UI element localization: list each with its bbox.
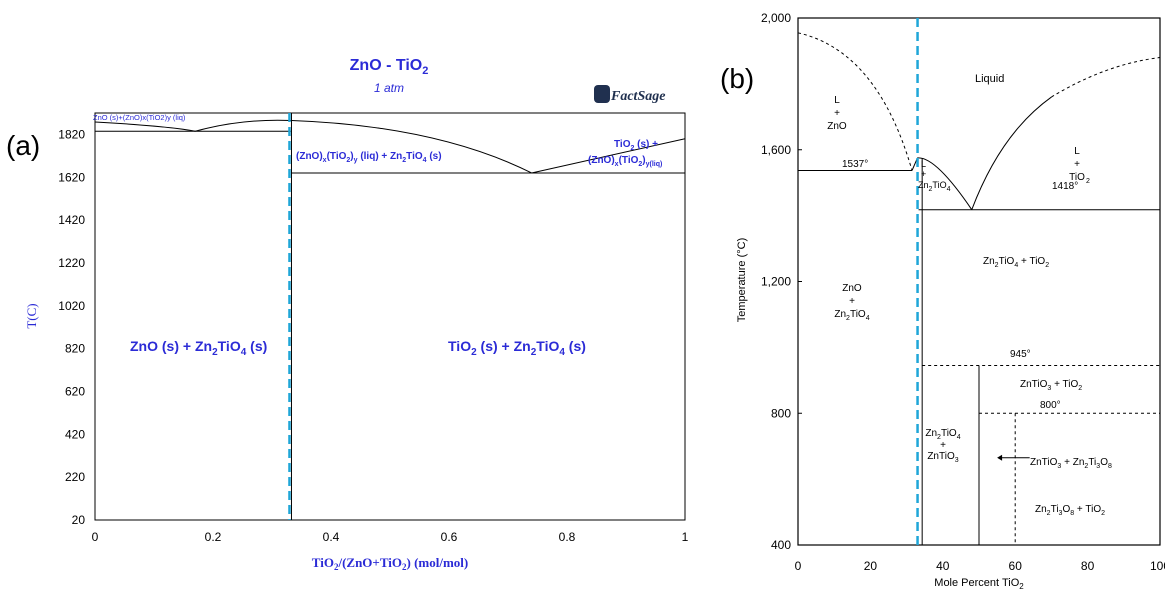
chart-b-x-ticks: 0 20 40 60 80 100 [795,559,1165,573]
x-tick-label: 100 [1150,559,1165,573]
liquidus-tio2 [531,138,686,174]
label-800: 800° [1040,400,1061,411]
y-tick-label: 220 [65,470,85,484]
svg-text:ZnTiO3: ZnTiO3 [927,451,958,464]
x-tick-label: 0.4 [323,530,340,544]
logo-text: FactSage [610,89,665,104]
svg-text:+: + [834,108,840,119]
svg-text:Zn2TiO4: Zn2TiO4 [918,180,951,193]
region-zno-zn2tio4: ZnO (s) + Zn2TiO4 (s) [130,338,267,358]
y-tick-label: 1620 [58,170,85,184]
chart-a-title: ZnO - TiO2 [350,57,429,77]
x-tick-label: 0 [795,559,802,573]
label-zn2tio4-zntio3: Zn2TiO4 + ZnTiO3 [925,428,960,464]
liquidus-zno [797,32,913,171]
svg-text:Zn2TiO4: Zn2TiO4 [925,428,960,441]
label-945: 945° [1010,349,1031,360]
x-tick-label: 0.2 [205,530,222,544]
label-1537: 1537° [842,159,868,170]
chart-a-x-ticks: 0 0.2 0.4 0.6 0.8 1 [92,530,689,544]
region-zno-liq: ZnO (s)+(ZnO)x(TiO2)y (liq) [93,113,186,122]
label-1418: 1418° [1052,181,1078,192]
label-l-tio2-sub: 2 [1086,178,1090,185]
chart-b-xlabel: Mole Percent TiO2 [934,577,1024,591]
label-l-zno: L + ZnO [827,95,847,132]
y-tick-label: 620 [65,384,85,398]
liquidus-tio2-dashed [1051,57,1161,98]
svg-text:+: + [1074,159,1080,170]
y-tick-label: 1,600 [761,143,791,157]
y-tick-label: 400 [771,538,791,552]
svg-text:L: L [834,95,840,106]
y-tick-label: 1020 [58,299,85,313]
y-tick-label: 1820 [58,127,85,141]
svg-text:+: + [940,440,946,451]
x-tick-label: 20 [864,559,878,573]
liquidus-zno [94,121,196,132]
svg-text:TiO: TiO [1069,172,1085,183]
label-liquid: Liquid [975,73,1004,85]
region-tio2-zn2tio4: TiO2 (s) + Zn2TiO4 (s) [448,338,586,358]
y-tick-label: 20 [72,513,86,527]
svg-text:ZnO: ZnO [827,121,847,132]
chart-b-ylabel: Temperature (°C) [736,238,748,322]
chart-b-y-ticks: 400 800 1,200 1,600 2,000 [761,11,802,552]
panel-b-label: (b) [720,63,754,94]
region-tio2-liq-line1: TiO2 (s) + [614,139,658,152]
chart-a-xlabel: TiO2/(ZnO+TiO2) (mol/mol) [312,555,468,572]
y-tick-label: 1420 [58,213,85,227]
label-zno-zn2tio4: ZnO + Zn2TiO4 [834,283,869,322]
panel-a: (a) ZnO - TiO2 1 atm FactSage 20 220 420 62… [6,57,689,572]
y-tick-label: 1,200 [761,275,791,289]
x-tick-label: 0.6 [441,530,458,544]
chart-a-ylabel: T(C) [24,303,39,328]
y-tick-label: 1220 [58,256,85,270]
factsage-logo: FactSage [594,85,665,104]
label-zntio3-tio2: ZnTiO3 + TiO2 [1020,379,1082,392]
panel-b: (b) 400 800 1,200 1,600 2,000 0 20 40 60 80 100 T… [720,11,1165,591]
x-tick-label: 0 [92,530,99,544]
chart-a-y-ticks: 20 220 420 620 820 1020 1220 1420 1620 1820 [58,127,85,527]
svg-text:L: L [1074,146,1080,157]
liquidus-zn2tio4-left [195,119,292,132]
liquidus-tio2-solid [971,96,1052,210]
liquidus-zn2tio4 [911,157,973,210]
svg-text:Zn2TiO4: Zn2TiO4 [834,309,869,322]
svg-text:+: + [849,296,855,307]
y-tick-label: 420 [65,427,85,441]
y-tick-label: 800 [771,406,791,420]
chart-a-phase-lines [94,113,686,520]
label-l-zn2tio4: L + Zn2TiO4 [918,159,951,193]
label-zn2tio4-tio2: Zn2TiO4 + TiO2 [983,256,1049,269]
chart-b-phase-lines [797,18,1161,545]
region-liq-zn2tio4: (ZnO)x(TiO2)y (liq) + Zn2TiO4 (s) [296,151,442,164]
liquidus-zn2tio4-right [291,119,532,174]
svg-text:ZnO: ZnO [842,283,862,294]
label-zntio3-zn2ti3o8: ZnTiO3 + Zn2Ti3O8 [1030,457,1112,470]
region-tio2-liq-line2: (ZnO)x(TiO2)y(liq) [588,155,662,168]
svg-text:L: L [921,159,926,169]
panel-a-label: (a) [6,130,40,161]
y-tick-label: 820 [65,342,85,356]
label-arrowhead [997,454,1003,461]
svg-text:+: + [921,169,926,179]
y-tick-label: 2,000 [761,11,791,25]
label-l-tio2: L + TiO [1069,146,1085,183]
label-zn2ti3o8-tio2: Zn2Ti3O8 + TiO2 [1035,504,1105,517]
chart-a-subtitle: 1 atm [374,81,404,95]
x-tick-label: 40 [936,559,950,573]
x-tick-label: 60 [1009,559,1023,573]
x-tick-label: 0.8 [559,530,576,544]
x-tick-label: 1 [682,530,689,544]
chart-a-frame [94,112,686,521]
x-tick-label: 80 [1081,559,1095,573]
